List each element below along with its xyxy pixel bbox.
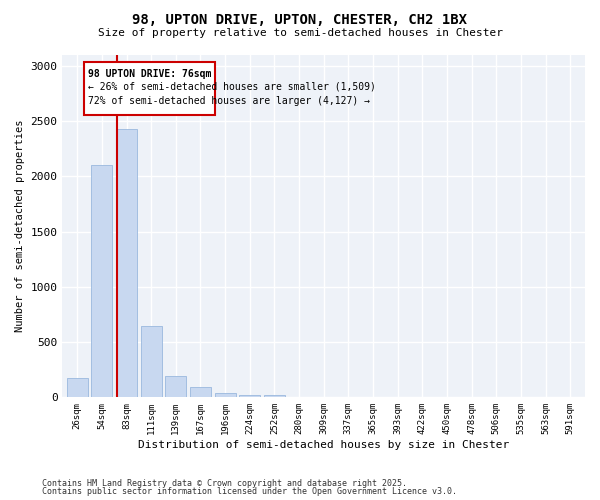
Bar xyxy=(67,378,88,398)
Bar xyxy=(190,388,211,398)
Bar xyxy=(264,395,285,398)
Text: Size of property relative to semi-detached houses in Chester: Size of property relative to semi-detach… xyxy=(97,28,503,38)
Text: Contains public sector information licensed under the Open Government Licence v3: Contains public sector information licen… xyxy=(42,487,457,496)
Bar xyxy=(116,129,137,398)
Text: Contains HM Land Registry data © Crown copyright and database right 2025.: Contains HM Land Registry data © Crown c… xyxy=(42,478,407,488)
Text: 98, UPTON DRIVE, UPTON, CHESTER, CH2 1BX: 98, UPTON DRIVE, UPTON, CHESTER, CH2 1BX xyxy=(133,12,467,26)
Text: ← 26% of semi-detached houses are smaller (1,509): ← 26% of semi-detached houses are smalle… xyxy=(88,82,376,92)
Bar xyxy=(215,393,236,398)
Y-axis label: Number of semi-detached properties: Number of semi-detached properties xyxy=(15,120,25,332)
FancyBboxPatch shape xyxy=(84,62,215,115)
Bar xyxy=(239,394,260,398)
Bar xyxy=(166,376,186,398)
Text: 72% of semi-detached houses are larger (4,127) →: 72% of semi-detached houses are larger (… xyxy=(88,96,370,106)
Text: 98 UPTON DRIVE: 76sqm: 98 UPTON DRIVE: 76sqm xyxy=(88,69,211,79)
Bar xyxy=(91,166,112,398)
Bar xyxy=(140,326,161,398)
X-axis label: Distribution of semi-detached houses by size in Chester: Distribution of semi-detached houses by … xyxy=(138,440,509,450)
